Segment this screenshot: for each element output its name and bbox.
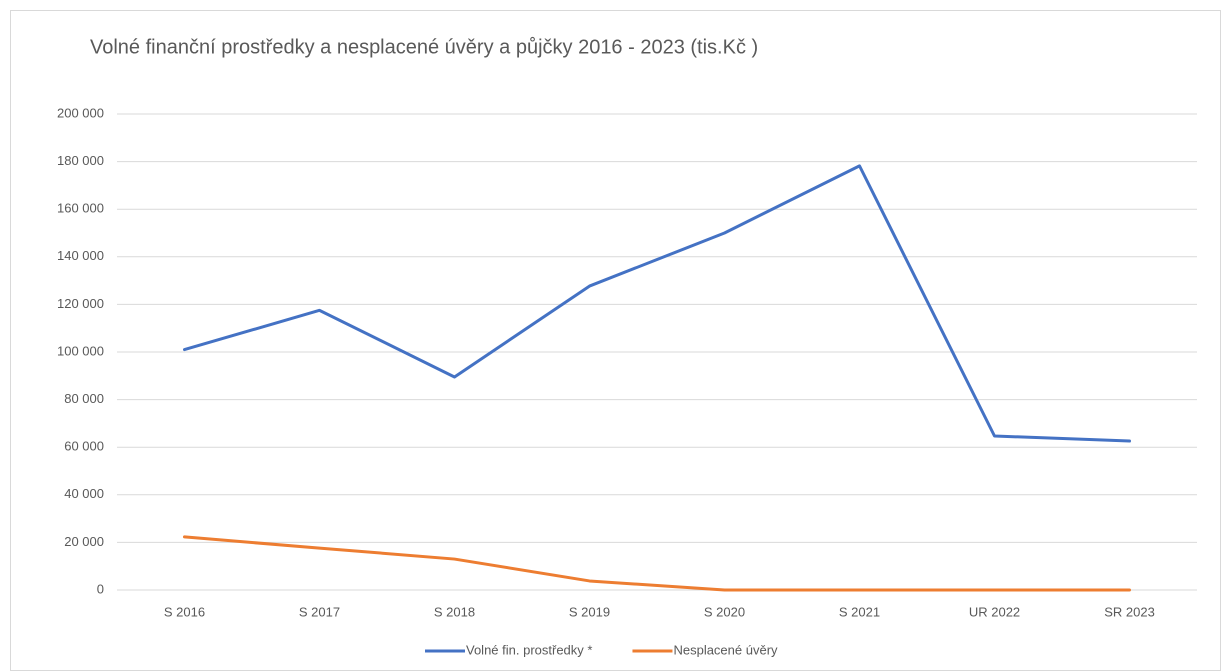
series-line (183, 535, 1131, 592)
x-tick-label: S 2021 (839, 604, 880, 619)
y-tick-label: 100 000 (57, 343, 104, 358)
x-tick-label: S 2019 (569, 604, 610, 619)
x-tick-label: S 2016 (164, 604, 205, 619)
x-tick-label: S 2017 (299, 604, 340, 619)
y-tick-label: 0 (97, 581, 104, 596)
y-tick-label: 40 000 (64, 486, 104, 501)
y-tick-label: 200 000 (57, 105, 104, 120)
x-tick-label: SR 2023 (1104, 604, 1155, 619)
chart-border (10, 10, 1221, 671)
x-tick-label: UR 2022 (969, 604, 1020, 619)
y-tick-label: 20 000 (64, 534, 104, 549)
y-tick-label: 80 000 (64, 391, 104, 406)
y-tick-label: 120 000 (57, 296, 104, 311)
y-tick-label: 180 000 (57, 153, 104, 168)
legend-label: Nesplacené úvěry (673, 642, 778, 657)
y-tick-label: 60 000 (64, 439, 104, 454)
x-tick-label: S 2020 (704, 604, 745, 619)
chart-title: Volné finanční prostředky a nesplacené ú… (90, 36, 758, 58)
y-tick-label: 160 000 (57, 201, 104, 216)
legend-label: Volné fin. prostředky * (466, 642, 592, 657)
y-tick-label: 140 000 (57, 248, 104, 263)
series-line (183, 164, 1131, 443)
x-tick-label: S 2018 (434, 604, 475, 619)
